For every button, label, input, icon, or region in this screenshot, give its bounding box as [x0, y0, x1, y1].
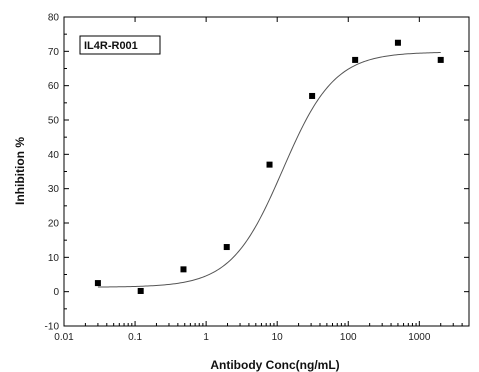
- data-point: [94, 280, 101, 287]
- fit-curve: [97, 52, 441, 288]
- x-tick-label: 0.01: [54, 332, 74, 343]
- data-point: [266, 161, 273, 168]
- y-tick-label: 40: [48, 150, 60, 161]
- y-tick-label: -10: [45, 322, 60, 333]
- data-point: [223, 244, 230, 251]
- plot-frame: [63, 16, 470, 327]
- data-points: [94, 39, 444, 294]
- data-point: [180, 266, 187, 273]
- x-axis-ticks: 0.01 0.1 1 10 100 1000: [54, 17, 463, 343]
- data-point: [437, 56, 444, 63]
- y-tick-label: 50: [48, 116, 60, 127]
- data-point: [137, 287, 144, 294]
- x-tick-label: 1000: [408, 332, 431, 343]
- data-point: [394, 39, 401, 46]
- y-axis-ticks: -10 0 10 20 30 40 50 60 70 80: [45, 13, 469, 333]
- y-axis-title: Inhibition %: [13, 137, 27, 205]
- y-tick-label: 10: [48, 253, 60, 264]
- legend-frame: [79, 35, 161, 55]
- y-tick-label: 30: [48, 184, 60, 195]
- data-point: [309, 92, 316, 99]
- y-tick-label: 80: [48, 13, 60, 24]
- y-tick-label: 0: [53, 287, 59, 298]
- x-tick-label: 10: [272, 332, 284, 343]
- legend-label: IL4R-R001: [84, 40, 138, 52]
- x-tick-label: 100: [340, 332, 357, 343]
- y-tick-label: 60: [48, 81, 60, 92]
- y-tick-label: 20: [48, 219, 60, 230]
- x-tick-label: 1: [203, 332, 209, 343]
- y-tick-label: 70: [48, 47, 60, 58]
- legend-box: IL4R-R001: [79, 35, 161, 55]
- x-axis-title: Antibody Conc(ng/mL): [210, 358, 339, 372]
- x-tick-label: 0.1: [128, 332, 142, 343]
- data-point: [352, 56, 359, 63]
